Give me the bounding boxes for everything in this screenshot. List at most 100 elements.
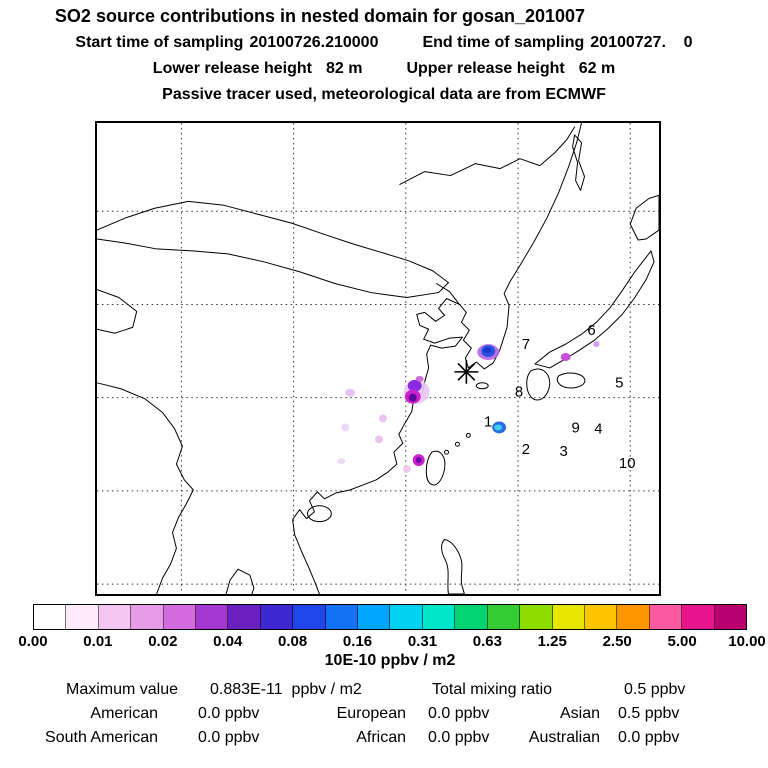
colorbar-cell (520, 605, 553, 629)
border-amur (399, 126, 576, 185)
colorbar-cell (34, 605, 67, 629)
contrib-american-label: American (90, 705, 158, 722)
contrib-south-american-label: South American (45, 729, 158, 746)
lower-height-value: 82 m (325, 60, 363, 77)
colorbar-tick-label: 0.63 (472, 633, 502, 650)
concentration-hotspot (341, 423, 350, 432)
tracer-note: Passive tracer used, meteorological data… (162, 86, 606, 103)
tracer-note-line: Passive tracer used, meteorological data… (0, 86, 768, 104)
concentration-hotspot (408, 393, 417, 402)
stats-row-2: American 0.0 ppbv European 0.0 ppbv Asia… (0, 705, 768, 725)
colorbar-cell (196, 605, 229, 629)
colorbar-cell (325, 605, 359, 629)
colorbar-tick-label: 0.08 (278, 633, 308, 650)
receptor-number: 4 (594, 421, 602, 437)
concentration-hotspot (415, 375, 424, 382)
concentration-hotspot (402, 465, 411, 474)
receptor-number: 9 (571, 420, 579, 436)
concentration-hotspot (337, 458, 346, 465)
asterisk-ray (457, 362, 476, 381)
coastlines (97, 123, 659, 594)
colorbar-cell (358, 605, 391, 629)
start-time-label: Start time of sampling (75, 34, 244, 51)
plot-title: SO2 source contributions in nested domai… (54, 6, 586, 26)
colorbar-cell (714, 605, 746, 629)
colorbar-cell (131, 605, 164, 629)
spacer (362, 60, 406, 78)
receptor-number: 8 (515, 385, 523, 401)
colorbar-cell (649, 605, 683, 629)
coastline-indochina (97, 382, 194, 594)
island-ryukyu (454, 441, 460, 447)
colorbar-cell (682, 605, 715, 629)
receptor-number: 1 (484, 414, 492, 430)
colorbar-tick-label: 0.31 (407, 633, 438, 650)
max-value: 0.883E-11 ppbv / m2 (210, 681, 362, 698)
receptor-number: 3 (560, 444, 568, 460)
coastline-mainland-asia (292, 123, 583, 594)
island-hainan (307, 505, 332, 523)
concentration-hotspot (378, 414, 387, 423)
contrib-asian-value: 0.5 ppbv (618, 705, 680, 722)
border-west-china (97, 289, 138, 334)
map-canvas: 1 2 3 4 5 6 7 8 9 10 (97, 123, 659, 594)
receptor-number: 7 (522, 337, 530, 353)
contrib-european-label: European (336, 705, 406, 722)
border-mongolia (97, 200, 449, 299)
receptor-labels: 1 2 3 4 5 6 7 8 9 10 (484, 323, 635, 472)
colorbar-cell (552, 605, 585, 629)
contrib-asian-label: Asian (559, 705, 600, 722)
upper-height-label: Upper release height (406, 60, 565, 77)
max-value-label: Maximum value (66, 681, 179, 698)
island-hokkaido (629, 194, 659, 241)
colorbar-tick-label: 0.01 (83, 633, 113, 650)
concentration-hotspot (483, 347, 492, 354)
upper-height-value: 62 m (578, 60, 616, 77)
concentration-hotspot (560, 353, 571, 361)
colorbar-labels: 0.00 0.01 0.02 0.04 0.08 0.16 0.31 0.63 1.25 2.50… (18, 633, 765, 651)
release-height-line: Lower release height 82 m Upper release he… (0, 60, 768, 78)
island-kyushu (526, 368, 551, 401)
coastline-gulf-of-thailand (225, 568, 255, 594)
colorbar-tick-label: 0.04 (213, 633, 243, 650)
concentration-hotspot (415, 457, 422, 464)
colorbar-tick-label: 0.00 (18, 633, 48, 650)
concentration-hotspot (494, 424, 503, 431)
colorbar-cell (66, 605, 99, 629)
colorbar-tick-label: 2.50 (602, 633, 632, 650)
contrib-american-value: 0.0 ppbv (198, 705, 260, 722)
colorbar-cell (390, 605, 423, 629)
concentration-hotspot (593, 341, 600, 348)
colorbar-cell (487, 605, 521, 629)
colorbar (33, 604, 747, 630)
start-time-value: 20100726.210000 (249, 34, 379, 51)
border-korea-china (436, 283, 460, 305)
end-time-label: End time of sampling (422, 34, 585, 51)
island-taiwan (425, 450, 446, 486)
concentration-hotspot (407, 379, 422, 392)
colorbar-tick-label: 0.02 (148, 633, 178, 650)
contrib-australian-label: Australian (528, 729, 600, 746)
hotspot-layer (337, 341, 600, 474)
colorbar-cell (584, 605, 618, 629)
island-shikoku (556, 372, 586, 389)
contrib-european-value: 0.0 ppbv (428, 705, 490, 722)
concentration-hotspot (345, 388, 356, 397)
contrib-african-label: African (356, 729, 406, 746)
stats-row-1: Maximum value 0.883E-11 ppbv / m2 Total … (0, 681, 768, 701)
colorbar-unit: 10E-10 ppbv / m2 (324, 652, 456, 669)
colorbar-cell (455, 605, 488, 629)
receptor-number: 2 (522, 442, 530, 458)
total-ratio-value: 0.5 ppbv (624, 681, 686, 698)
colorbar-cell (617, 605, 650, 629)
receptor-number: 10 (619, 456, 636, 472)
contrib-south-american-value: 0.0 ppbv (198, 729, 260, 746)
island-ryukyu (465, 432, 471, 438)
colorbar-tick-label: 5.00 (667, 633, 697, 650)
contrib-african-value: 0.0 ppbv (428, 729, 490, 746)
colorbar-cell (293, 605, 326, 629)
colorbar-cell (422, 605, 456, 629)
sampling-time-line: Start time of sampling 20100726.210000 End… (0, 34, 768, 52)
colorbar-tick-label: 10.00 (728, 633, 766, 650)
